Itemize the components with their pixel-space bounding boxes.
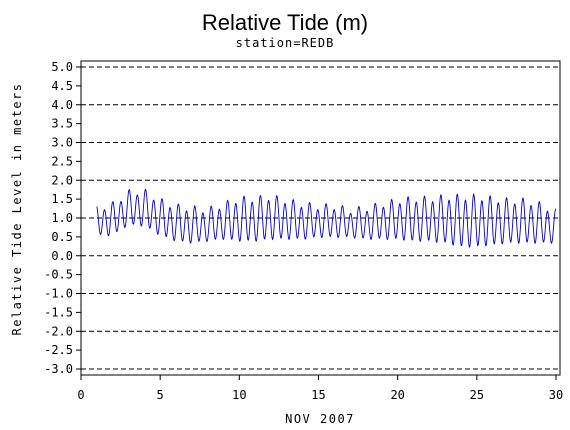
x-tick-label: 5 — [157, 388, 164, 402]
y-tick-label: 2.0 — [51, 173, 73, 187]
y-tick-label: 3.5 — [51, 117, 73, 131]
y-tick-label: -2.0 — [44, 324, 73, 338]
y-tick-label: 1.0 — [51, 211, 73, 225]
y-tick-label: 4.0 — [51, 98, 73, 112]
chart-title: Relative Tide (m) — [202, 10, 368, 35]
y-tick-label: 0.5 — [51, 230, 73, 244]
x-axis: 0 5 10 15 20 25 30 — [77, 375, 563, 402]
y-tick-label: 5.0 — [51, 60, 73, 74]
y-axis: -3.0 -2.5 -2.0 -1.5 -1.0 -0.5 0.0 0.5 1.0 1.5 2.0 2… — [44, 60, 81, 376]
series-layer — [96, 188, 557, 248]
x-tick-label: 20 — [390, 388, 404, 402]
y-tick-label: -2.5 — [44, 343, 73, 357]
y-tick-label: 4.5 — [51, 79, 73, 93]
y-tick-label: -3.0 — [44, 362, 73, 376]
chart-subtitle: station=REDB — [236, 36, 335, 50]
y-axis-title: Relative Tide Level in meters — [10, 82, 24, 335]
y-tick-label: -1.5 — [44, 305, 73, 319]
y-tick-label: 2.5 — [51, 154, 73, 168]
y-tick-label: 0.0 — [51, 249, 73, 263]
x-tick-label: 0 — [77, 388, 84, 402]
x-tick-label: 10 — [232, 388, 246, 402]
y-tick-label: 3.0 — [51, 136, 73, 150]
x-tick-label: 25 — [470, 388, 484, 402]
y-tick-label: -0.5 — [44, 268, 73, 282]
x-tick-label: 15 — [311, 388, 325, 402]
x-tick-label: 30 — [549, 388, 563, 402]
tide-series-line — [96, 188, 557, 248]
y-tick-label: -1.0 — [44, 287, 73, 301]
y-tick-label: 1.5 — [51, 192, 73, 206]
x-axis-title: NOV 2007 — [285, 412, 355, 426]
